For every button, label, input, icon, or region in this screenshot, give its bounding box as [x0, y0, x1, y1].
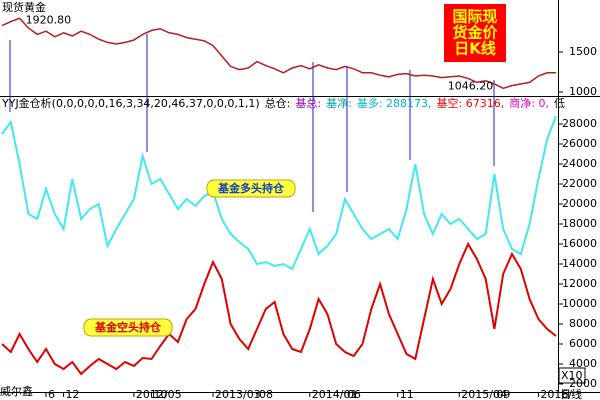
header-segment: 总仓: — [265, 96, 291, 110]
legend-label: 基金空头持仓 — [94, 320, 162, 334]
x-tick-label: 6 — [48, 388, 55, 400]
y-tick-label: 4000 — [569, 357, 597, 370]
y-tick-label: 14000 — [562, 257, 597, 270]
series-line — [1, 115, 557, 271]
x-tick-label: 2012/05 — [136, 388, 182, 400]
x-tick-label: 10 — [153, 388, 167, 400]
header-segment: 基空: 67316, — [437, 96, 505, 110]
x-tick-label: 09 — [496, 388, 510, 400]
header-segment: 商净: 0, — [509, 96, 549, 110]
y-tick-label: 26000 — [562, 137, 597, 150]
y-tick-label: 1500 — [569, 45, 597, 58]
header-segment: 基多: 288173, — [357, 96, 432, 110]
badge-line: 日K线 — [454, 40, 496, 58]
legend-box — [83, 318, 173, 337]
badge-text: 国际现 货金价 日K线 — [452, 8, 498, 58]
value-label: 1920.80 — [26, 13, 72, 26]
source: 威尔鑫 — [0, 384, 33, 398]
y-tick-label: 10000 — [562, 297, 597, 310]
y-tick-label: 22000 — [562, 177, 597, 190]
badge-line: 国际现 — [452, 8, 497, 26]
series-line — [1, 241, 557, 376]
unit-label: X10 — [561, 369, 583, 382]
x-tick-label: 11 — [400, 388, 414, 400]
y-tick-label: 16000 — [562, 237, 597, 250]
y-tick-label: 18000 — [562, 217, 597, 230]
y-tick-label: 28000 — [562, 117, 597, 130]
y-tick-label: 20000 — [562, 197, 597, 210]
header-segment: 基总: — [295, 96, 321, 110]
y-tick-label: 6000 — [569, 337, 597, 350]
x-tick-label: 2015/04 — [461, 388, 507, 400]
unit-box — [558, 367, 586, 384]
header-segment: 基净: — [326, 96, 352, 110]
indicator-header: YYJ金仓析(0,0,0,0,0,16,3,34,20,46,37,0,0,0,… — [1, 96, 565, 110]
x-tick-label: 08 — [259, 388, 273, 400]
y-tick-label: 12000 — [562, 277, 597, 290]
badge-line: 货金价 — [452, 24, 498, 42]
badge — [444, 4, 506, 62]
series-line — [1, 17, 556, 90]
header-segment: 低 — [554, 97, 565, 110]
x-tick-label: 2016/ — [540, 388, 572, 400]
x-tick-label: 12 — [66, 388, 80, 400]
y-tick-label: 8000 — [569, 317, 597, 330]
peak-links — [9, 34, 495, 212]
legend-label: 基金多头持仓 — [217, 181, 285, 195]
y-tick-label: 2000 — [569, 377, 597, 390]
panel-title: 现货黄金 — [2, 0, 46, 14]
y-tick-label: 1000 — [569, 85, 597, 98]
period: 日线 — [560, 387, 582, 400]
legend-box — [206, 179, 296, 198]
header-segment: YYJ金仓析(0,0,0,0,0,16,3,34,20,46,37,0,0,0,… — [1, 96, 260, 110]
x-tick-label: 2014/01 — [312, 388, 358, 400]
x-tick-label: 06 — [347, 388, 361, 400]
x-tick-label: 2013/03 — [215, 388, 261, 400]
y-tick-label: 24000 — [562, 157, 597, 170]
value-label: 1046.20 — [448, 79, 494, 92]
